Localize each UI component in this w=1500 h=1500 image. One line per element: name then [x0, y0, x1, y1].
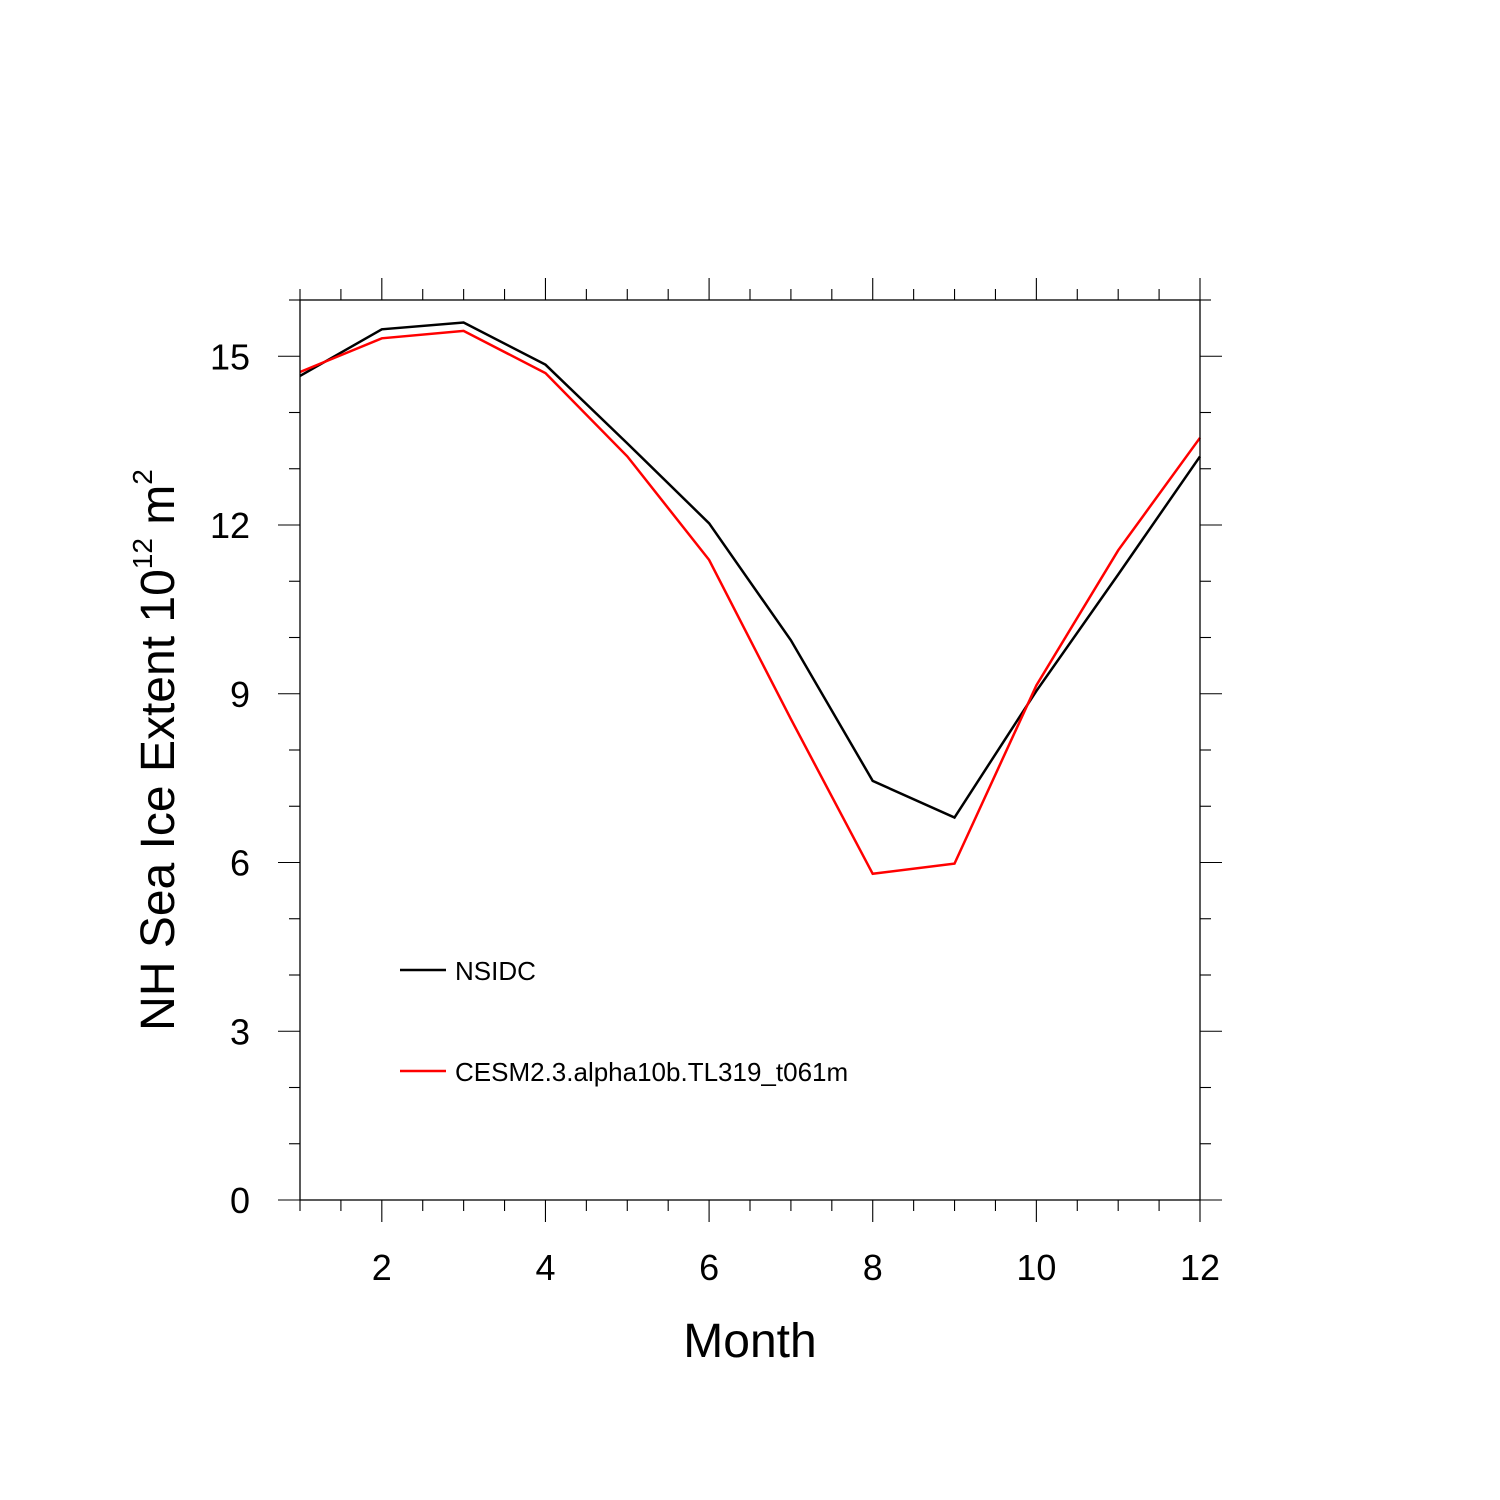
x-tick-label: 8: [863, 1247, 883, 1288]
y-tick-label: 15: [210, 336, 250, 377]
y-tick-label: 0: [230, 1180, 250, 1221]
x-tick-label: 12: [1180, 1247, 1220, 1288]
series-line-nsidc: [299, 321, 1202, 820]
y-axis-label-unit: m: [132, 485, 185, 538]
y-axis-label-base: NH Sea Ice Extent 10: [132, 569, 185, 1031]
x-tick-label: 4: [535, 1247, 555, 1288]
plot-frame: [299, 299, 1201, 1201]
axis-ticks: [278, 278, 1222, 1222]
x-tick-label: 2: [372, 1247, 392, 1288]
y-tick-label: 6: [230, 843, 250, 884]
series-line-cesm2-3-alpha10b-tl319-t061m: [299, 329, 1202, 876]
x-axis-label: Month: [683, 1315, 816, 1368]
y-axis-label-exponent2: 2: [127, 469, 158, 485]
y-tick-label: 9: [230, 674, 250, 715]
x-tick-label: 10: [1016, 1247, 1056, 1288]
legend: NSIDC CESM2.3.alpha10b.TL319_t061m: [400, 956, 848, 1087]
legend-label-nsidc: NSIDC: [455, 956, 536, 986]
legend-label-cesm: CESM2.3.alpha10b.TL319_t061m: [455, 1057, 848, 1087]
y-tick-label: 3: [230, 1011, 250, 1052]
x-tick-label: 6: [699, 1247, 719, 1288]
y-axis-label: NH Sea Ice Extent 1012 m2: [127, 469, 185, 1031]
y-axis-label-exponent1: 12: [127, 538, 158, 569]
y-tick-label: 12: [210, 505, 250, 546]
tick-labels: 2 4 6 8 10 12 0 3 6 9 12 15: [210, 336, 1220, 1288]
series-lines: [299, 321, 1202, 876]
